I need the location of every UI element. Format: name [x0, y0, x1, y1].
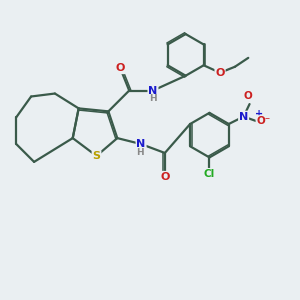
Text: N: N	[136, 139, 146, 149]
Text: H: H	[136, 148, 143, 157]
Text: N: N	[239, 112, 248, 122]
Text: O: O	[215, 68, 225, 78]
Text: N: N	[148, 85, 158, 96]
Text: +: +	[255, 109, 263, 118]
Text: O: O	[116, 63, 125, 73]
Text: O: O	[244, 91, 252, 101]
Text: H: H	[149, 94, 157, 103]
Text: S: S	[92, 151, 101, 161]
Text: O⁻: O⁻	[256, 116, 271, 126]
Text: Cl: Cl	[204, 169, 215, 179]
Text: O: O	[160, 172, 170, 182]
